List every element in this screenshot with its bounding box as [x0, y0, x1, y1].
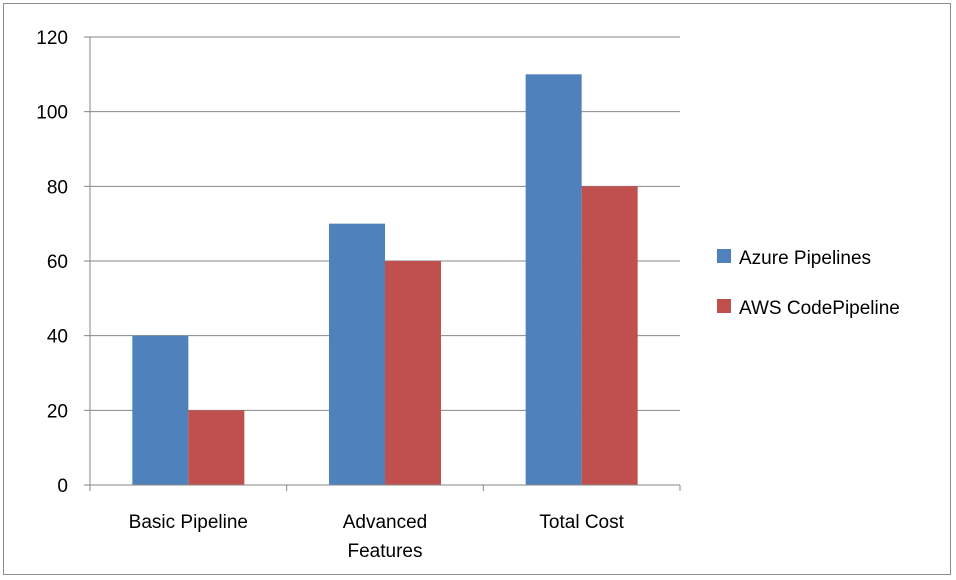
- y-tick-label: 60: [47, 252, 68, 273]
- x-tick-label: Total Cost: [539, 512, 624, 533]
- legend-label: Azure Pipelines: [739, 248, 871, 269]
- legend-swatch: [717, 299, 731, 313]
- legend-label: AWS CodePipeline: [739, 298, 900, 319]
- y-tick-label: 80: [47, 177, 68, 198]
- y-tick-label: 40: [47, 327, 68, 348]
- x-tick-label: Advanced: [343, 512, 428, 533]
- bar-azure-pipelines: [329, 223, 385, 485]
- legend-swatch: [717, 249, 731, 263]
- bar-aws-codepipeline: [385, 261, 441, 485]
- bar-aws-codepipeline: [188, 410, 245, 485]
- bar-azure-pipelines: [525, 74, 582, 485]
- y-axis-ticks: 0 20 40 60 80 100 120: [36, 28, 90, 497]
- x-axis-ticks: Basic Pipeline Advanced Features Total Cost: [89, 485, 681, 562]
- legend: Azure Pipelines AWS CodePipeline: [717, 248, 900, 319]
- bars: [132, 74, 638, 486]
- x-tick-label: Basic Pipeline: [129, 512, 248, 533]
- y-tick-label: 120: [36, 28, 68, 49]
- y-tick-label: 20: [47, 401, 68, 422]
- y-tick-label: 0: [57, 476, 68, 497]
- bar-azure-pipelines: [132, 335, 189, 485]
- x-tick-label: Features: [348, 541, 423, 562]
- bar-aws-codepipeline: [581, 186, 638, 486]
- y-tick-label: 100: [36, 103, 68, 124]
